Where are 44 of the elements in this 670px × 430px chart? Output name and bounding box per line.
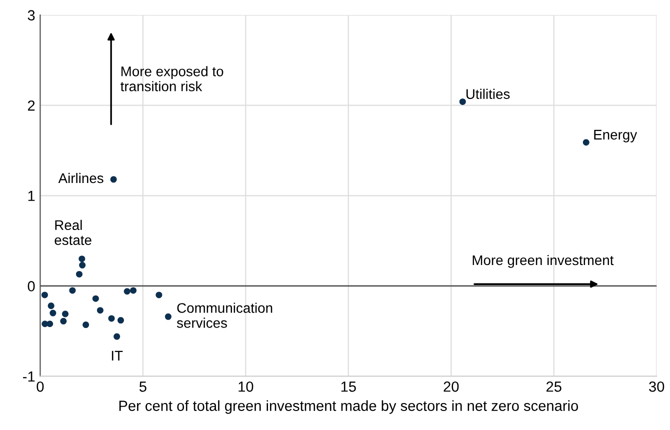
- point: [582, 139, 590, 146]
- annotation: Real estate: [54, 220, 92, 246]
- point: [92, 295, 99, 302]
- point: [124, 288, 130, 295]
- annotation: Communication services: [176, 302, 272, 328]
- annotation: Utilities: [466, 88, 510, 99]
- annotation: Airlines: [58, 172, 104, 184]
- point: [46, 320, 54, 328]
- y-tick-label: 0: [28, 281, 35, 292]
- annotation: More green investment: [472, 254, 614, 268]
- annotation: Energy: [594, 130, 638, 142]
- y-tick-label: 1: [28, 190, 35, 201]
- x-axis-title: Per cent of total green investment made by sectors in net zero scenario: [119, 400, 578, 414]
- x-tick-label: 5: [139, 382, 146, 392]
- point: [41, 292, 48, 298]
- annotation: More exposed to transition risk: [120, 66, 224, 92]
- point: [48, 302, 54, 310]
- point: [110, 176, 117, 183]
- point: [79, 262, 86, 268]
- point: [114, 333, 120, 340]
- point: [108, 315, 115, 322]
- point: [156, 292, 162, 298]
- y-tick-label: 3: [28, 10, 35, 20]
- x-tick-label: 20: [444, 381, 459, 392]
- x-tick-label: 15: [341, 382, 356, 392]
- point: [82, 322, 90, 328]
- x-tick-label: 10: [238, 381, 254, 392]
- annotation: IT: [112, 350, 123, 360]
- x-tick-label: 30: [649, 381, 664, 392]
- point: [459, 98, 466, 105]
- point: [76, 270, 82, 278]
- y-tick-label: -1: [23, 372, 35, 382]
- point: [96, 307, 104, 314]
- x-tick-label: 25: [546, 381, 562, 392]
- y-tick-label: 2: [28, 100, 35, 111]
- point: [130, 287, 137, 294]
- point: [50, 310, 56, 316]
- point: [69, 287, 76, 294]
- point: [60, 318, 67, 324]
- point: [78, 256, 86, 262]
- point: [117, 317, 124, 324]
- point: [62, 310, 69, 318]
- point: [164, 313, 172, 320]
- x-tick-label: 0: [36, 381, 44, 392]
